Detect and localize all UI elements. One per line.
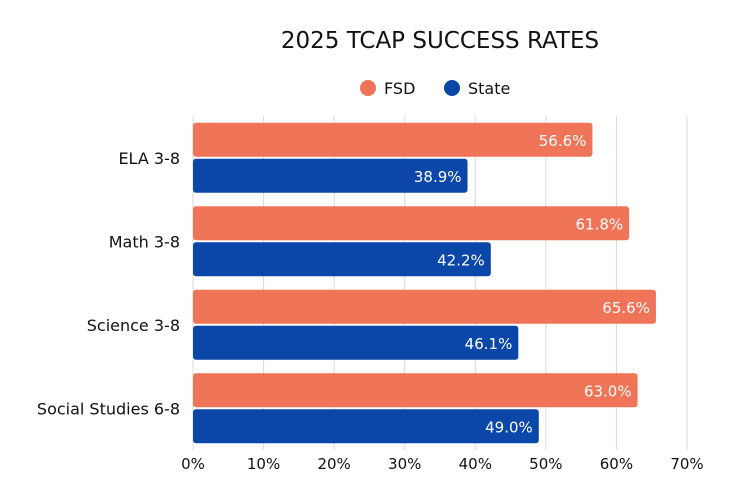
bar-state — [193, 409, 539, 444]
bar-state — [193, 242, 491, 277]
legend-marker-fsd — [360, 80, 376, 96]
x-axis-tick-labels: 0% 10% 20% 30% 40% 50% 60% 70% — [181, 455, 704, 473]
bars: 56.6% 38.9% 61.8% 42.2% 65.6% 46.1% 63.0% 49.0% — [193, 122, 656, 444]
legend: FSD State — [360, 79, 510, 98]
category-label: ELA 3-8 — [118, 149, 180, 168]
data-label: 49.0% — [485, 418, 533, 436]
category-labels: ELA 3-8 Math 3-8 Science 3-8 Social Studies… — [37, 149, 180, 419]
x-tick-label: 70% — [670, 455, 703, 473]
data-label: 56.6% — [539, 132, 587, 150]
legend-label: State — [468, 79, 510, 98]
data-label: 61.8% — [575, 215, 623, 233]
x-tick-label: 30% — [388, 455, 421, 473]
x-tick-label: 40% — [459, 455, 492, 473]
legend-label: FSD — [384, 79, 415, 98]
category-label: Math 3-8 — [109, 232, 180, 251]
data-label: 63.0% — [584, 382, 632, 400]
data-label: 46.1% — [465, 335, 513, 353]
bar-state — [193, 158, 468, 193]
x-tick-label: 10% — [247, 455, 280, 473]
x-tick-label: 50% — [529, 455, 562, 473]
bar-fsd — [193, 289, 656, 324]
category-label: Social Studies 6-8 — [37, 399, 180, 418]
x-tick-label: 0% — [181, 455, 205, 473]
data-label: 42.2% — [437, 251, 485, 269]
x-tick-label: 60% — [600, 455, 633, 473]
bar-fsd — [193, 122, 593, 157]
bar-fsd — [193, 373, 638, 408]
category-label: Science 3-8 — [87, 316, 180, 335]
data-label: 65.6% — [602, 299, 650, 317]
legend-marker-state — [444, 80, 460, 96]
data-label: 38.9% — [414, 168, 462, 186]
x-tick-label: 20% — [317, 455, 350, 473]
chart-title: 2025 TCAP SUCCESS RATES — [281, 28, 599, 54]
bar-fsd — [193, 206, 630, 241]
bar-state — [193, 325, 519, 360]
